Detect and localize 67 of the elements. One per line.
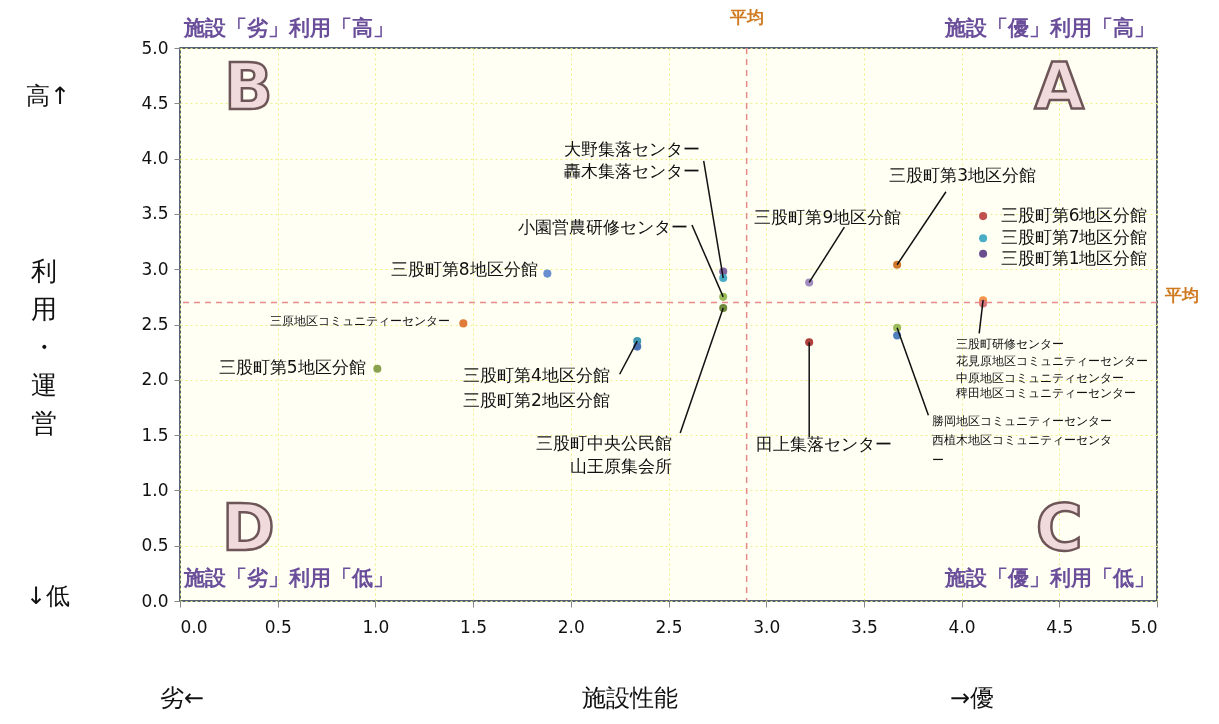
point <box>373 364 382 373</box>
point <box>719 303 728 312</box>
y-tick-label: 3.5 <box>141 203 169 224</box>
text: 劣← <box>160 683 205 714</box>
annotation: 三股町第6地区分館 <box>1000 205 1148 226</box>
x-tick-label: 3.0 <box>753 616 781 637</box>
annotation: 三原地区コミュニティーセンター <box>269 314 450 329</box>
ref-line-label: 平均 <box>1164 285 1199 306</box>
annotation: 稗田地区コミュニティーセンター <box>955 386 1136 401</box>
text: 施設「劣」利用「高」 <box>182 16 394 41</box>
point <box>459 319 468 328</box>
x-tick-label: 1.0 <box>362 616 390 637</box>
x-tick-label: 5.0 <box>1130 616 1158 637</box>
annotation: 勝岡地区コミュニティーセンター <box>932 413 1113 428</box>
y-tick-label: 4.5 <box>141 92 169 113</box>
text: →優 <box>950 683 995 714</box>
y-tick-label: 3.0 <box>141 258 169 279</box>
x-tick-label: 3.5 <box>850 616 878 637</box>
point <box>979 212 988 221</box>
point <box>979 234 988 243</box>
y-tick-label: 0.0 <box>141 590 169 611</box>
annotation: D <box>221 491 275 566</box>
annotation: B <box>224 50 273 125</box>
annotation: 三股町第5地区分館 <box>218 356 366 377</box>
y-tick-label: 0.5 <box>141 535 169 556</box>
x-tick-label: 2.5 <box>655 616 683 637</box>
x-tick-label: 0.0 <box>180 616 208 637</box>
annotation: A <box>1034 50 1085 125</box>
x-tick-label: 1.5 <box>460 616 488 637</box>
x-tick-label: 0.5 <box>264 616 292 637</box>
annotation: 三股町研修センター <box>955 337 1064 352</box>
y-tick-label: 1.0 <box>141 479 169 500</box>
annotation: 施設「優」利用「低」 <box>944 565 1156 590</box>
annotation: 施設「劣」利用「低」 <box>182 565 394 590</box>
x-tick-label: 4.0 <box>948 616 976 637</box>
annotation: 三股町第3地区分館 <box>889 165 1037 186</box>
y-tick-label: 1.5 <box>141 424 169 445</box>
y-axis-title: 利用・運営 <box>30 255 58 440</box>
annotation: 三股町第2地区分館 <box>463 389 610 410</box>
annotation: 西植木地区コミュニティーセンター <box>932 432 1113 467</box>
point <box>979 249 988 258</box>
text: 高↑ <box>26 81 71 112</box>
y-tick-label: 2.0 <box>141 369 169 390</box>
annotation: 大野集落センター <box>563 138 700 159</box>
text: 施設「優」利用「高」 <box>944 16 1156 41</box>
annotation: 中原地区コミュニティセンター <box>955 370 1124 385</box>
point <box>543 269 552 278</box>
x-axis-title: 施設性能 <box>582 683 678 714</box>
annotation: 三股町第1地区分館 <box>1000 248 1148 269</box>
annotation: 小園営農研修センター <box>518 217 689 238</box>
y-tick-label: 5.0 <box>141 37 169 58</box>
annotation: 三股町第9地区分館 <box>754 207 902 228</box>
y-tick-label: 4.0 <box>141 148 169 169</box>
x-tick-label: 4.5 <box>1046 616 1074 637</box>
ref-line-label: 平均 <box>728 7 764 27</box>
annotation: 山王原集会所 <box>570 456 673 477</box>
text: ↓低 <box>26 581 71 612</box>
annotation: C <box>1035 491 1083 566</box>
x-tick-label: 2.0 <box>557 616 585 637</box>
annotation: 三股町第4地区分館 <box>463 365 610 386</box>
annotation: 三股町中央公民館 <box>536 432 673 453</box>
y-tick-label: 2.5 <box>141 314 169 334</box>
annotation: 轟木集落センター <box>563 160 700 181</box>
annotation: 田上集落センター <box>756 434 893 455</box>
annotation: 三股町第8地区分館 <box>390 259 538 280</box>
annotation: 三股町第7地区分館 <box>1000 227 1148 248</box>
annotation: 花見原地区コミュニティーセンター <box>955 354 1148 368</box>
